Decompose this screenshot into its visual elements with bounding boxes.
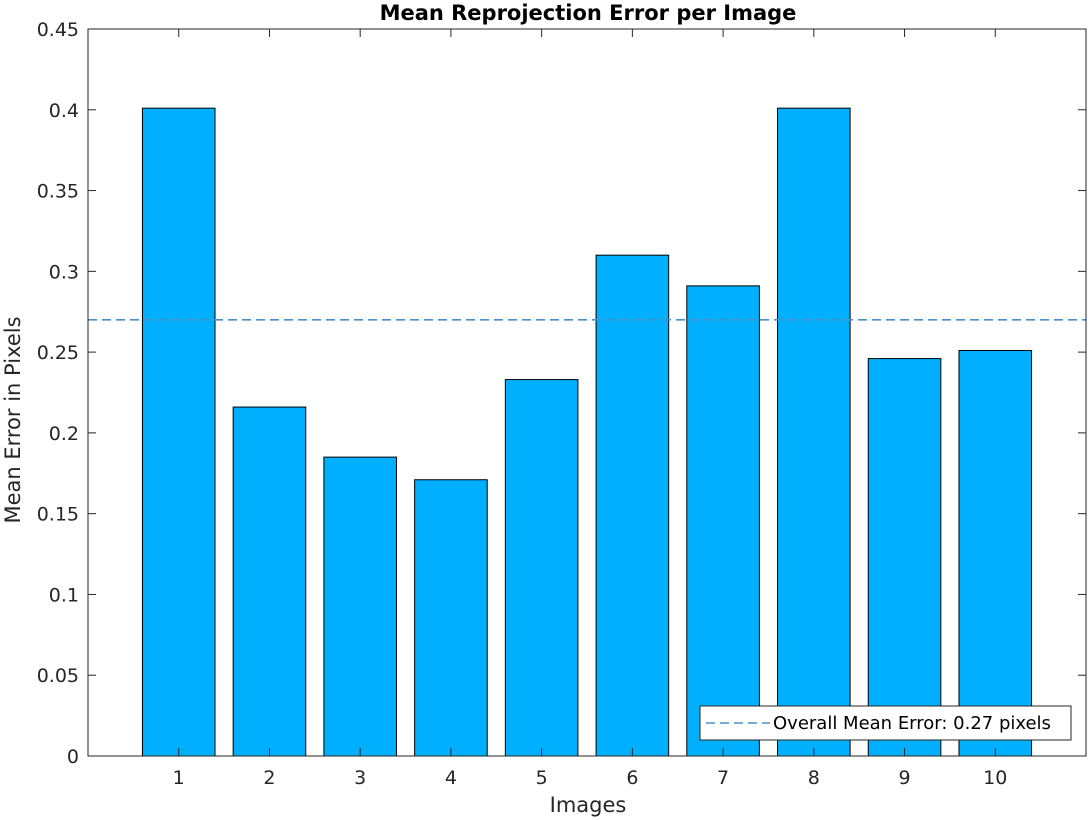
x-axis-ticks: 1 2 3 4 5 6 7 8 9 10	[173, 29, 1007, 789]
bar-image-4	[414, 479, 488, 757]
x-tick-label: 7	[717, 767, 729, 789]
x-tick-label: 5	[536, 767, 548, 789]
x-tick-label: 3	[354, 767, 366, 789]
y-tick-label: 0.05	[37, 665, 79, 687]
y-tick-label: 0.2	[49, 423, 79, 445]
x-tick-label: 4	[445, 767, 457, 789]
bar-image-5	[504, 379, 579, 757]
x-axis-title: Images	[550, 793, 627, 817]
y-tick-label: 0.4	[49, 100, 79, 122]
x-tick-label: 1	[173, 767, 185, 789]
y-tick-label: 0.25	[37, 342, 79, 364]
x-tick-label: 10	[983, 767, 1007, 789]
y-axis-title: Mean Error in Pixels	[1, 316, 25, 523]
x-tick-label: 2	[263, 767, 275, 789]
y-tick-label: 0.35	[37, 181, 79, 203]
legend: Overall Mean Error: 0.27 pixels	[699, 705, 1072, 741]
y-tick-label: 0	[67, 746, 79, 768]
y-axis-ticks: 0 0.05 0.1 0.15 0.2 0.25 0.3 0.35 0.4 0.45	[37, 19, 1086, 768]
y-tick-label: 0.3	[49, 261, 79, 283]
bar-image-9	[867, 358, 942, 757]
x-tick-label: 6	[626, 767, 638, 789]
y-tick-label: 0.15	[37, 504, 79, 526]
legend-box	[699, 705, 1072, 741]
bar-image-8	[777, 107, 851, 757]
legend-label: Overall Mean Error: 0.27 pixels	[773, 713, 1051, 734]
plot-area-frame	[87, 28, 1087, 757]
bar-image-10	[958, 349, 1033, 757]
chart-title: Mean Reprojection Error per Image	[380, 1, 797, 25]
bar-image-2	[232, 406, 307, 757]
x-tick-label: 9	[898, 767, 910, 789]
y-tick-label: 0.45	[37, 19, 79, 41]
bar-image-6	[595, 254, 670, 757]
x-tick-label: 8	[808, 767, 820, 789]
y-tick-label: 0.1	[49, 584, 79, 606]
bar-image-3	[323, 456, 397, 757]
bar-series	[141, 107, 1033, 757]
bar-image-7	[686, 285, 760, 757]
bar-image-1	[141, 107, 216, 757]
